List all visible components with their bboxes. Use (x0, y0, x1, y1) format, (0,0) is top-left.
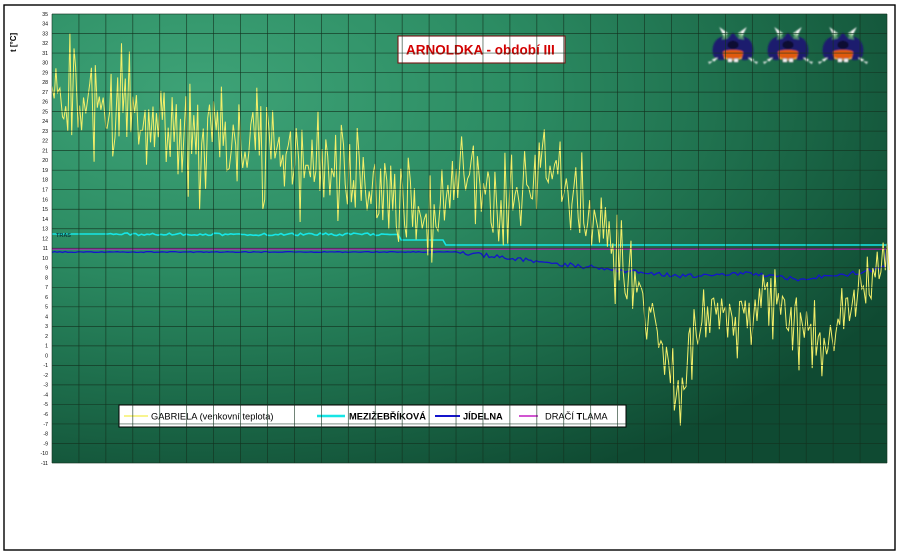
svg-text:27: 27 (42, 90, 48, 96)
svg-text:31: 31 (42, 51, 48, 57)
svg-text:35: 35 (42, 12, 48, 18)
svg-text:5: 5 (45, 305, 48, 311)
svg-text:22: 22 (42, 139, 48, 145)
svg-text:34: 34 (42, 22, 48, 28)
svg-text:11: 11 (43, 246, 48, 252)
svg-text:21: 21 (42, 148, 48, 154)
svg-text:7: 7 (45, 285, 48, 291)
svg-text:24: 24 (42, 119, 48, 125)
svg-text:23: 23 (42, 129, 48, 135)
svg-text:-6: -6 (43, 412, 48, 418)
svg-text:MEZIŽEBŘÍKOVÁ: MEZIŽEBŘÍKOVÁ (349, 411, 426, 422)
svg-text:2: 2 (45, 334, 48, 340)
svg-text:-10: -10 (41, 451, 49, 457)
svg-text:33: 33 (42, 31, 48, 37)
svg-text:18: 18 (42, 178, 48, 184)
svg-text:1: 1 (45, 344, 48, 350)
svg-text:-5: -5 (43, 402, 48, 408)
svg-text:6: 6 (45, 295, 48, 301)
svg-text:10: 10 (42, 256, 48, 262)
svg-text:-2: -2 (43, 373, 48, 379)
svg-text:-8: -8 (43, 432, 48, 438)
svg-text:26: 26 (42, 100, 48, 106)
svg-text:16: 16 (42, 197, 48, 203)
svg-text:t [°C]: t [°C] (9, 32, 18, 52)
svg-text:12: 12 (42, 236, 48, 242)
svg-text:-9: -9 (43, 441, 48, 447)
svg-text:29: 29 (42, 70, 48, 76)
svg-text:17: 17 (42, 188, 48, 194)
svg-text:30: 30 (42, 61, 48, 67)
svg-text:25: 25 (42, 109, 48, 115)
svg-text:ARNOLDKA - období III: ARNOLDKA - období III (406, 43, 555, 58)
svg-text:15: 15 (42, 207, 48, 213)
svg-text:32: 32 (42, 41, 48, 47)
svg-text:GABRIELA (venkovní teplota): GABRIELA (venkovní teplota) (151, 412, 273, 422)
svg-text:-7: -7 (43, 422, 48, 428)
svg-text:DRAČÍ TLAMA: DRAČÍ TLAMA (545, 412, 608, 422)
svg-text:4: 4 (45, 314, 48, 320)
svg-text:-3: -3 (43, 383, 48, 389)
svg-text:-4: -4 (43, 392, 48, 398)
svg-text:13: 13 (42, 227, 48, 233)
svg-text:28: 28 (42, 80, 48, 86)
svg-text:19: 19 (42, 168, 48, 174)
svg-text:TRAS: TRAS (56, 233, 71, 239)
svg-text:0: 0 (45, 353, 48, 359)
svg-text:3: 3 (45, 324, 48, 330)
svg-text:14: 14 (42, 217, 48, 223)
svg-text:20: 20 (42, 158, 48, 164)
svg-text:-11: -11 (41, 461, 48, 467)
svg-text:8: 8 (45, 275, 48, 281)
svg-text:9: 9 (45, 266, 48, 272)
svg-text:-1: -1 (43, 363, 48, 369)
